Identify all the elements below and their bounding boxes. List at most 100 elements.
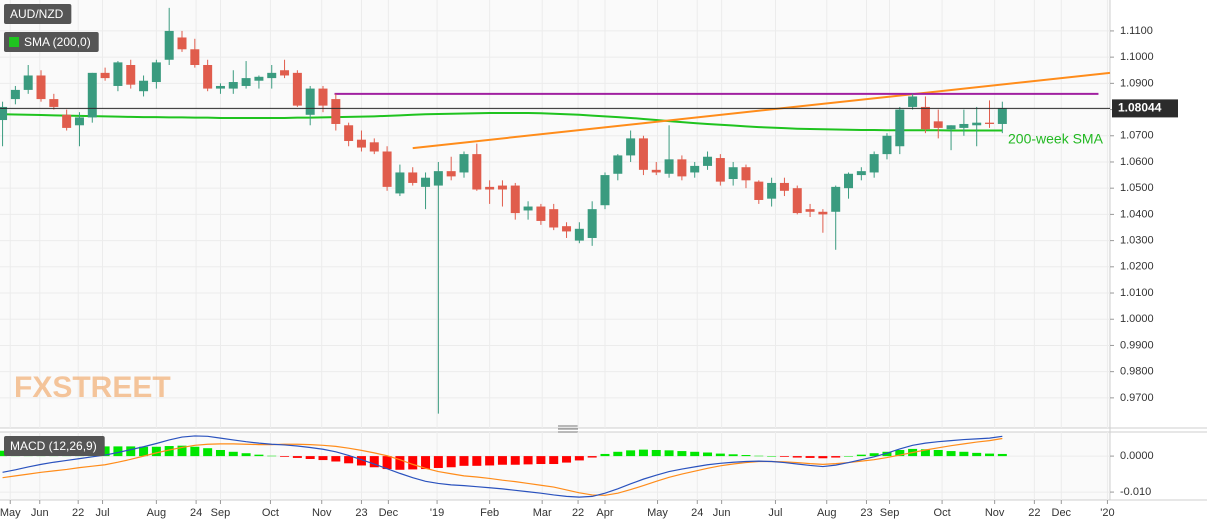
histogram-bar bbox=[421, 456, 431, 470]
histogram-bar bbox=[100, 446, 110, 457]
x-tick-label: '19 bbox=[430, 507, 444, 519]
candle-body bbox=[779, 182, 789, 191]
legend-box bbox=[4, 4, 72, 24]
histogram-bar bbox=[869, 453, 879, 457]
candle-body bbox=[331, 99, 341, 124]
candle-body bbox=[869, 154, 879, 173]
histogram-bar bbox=[344, 456, 354, 464]
histogram-bar bbox=[139, 446, 149, 457]
resize-handle[interactable] bbox=[558, 425, 578, 433]
x-tick-label: 23 bbox=[860, 507, 872, 519]
histogram-bar bbox=[779, 456, 789, 457]
histogram-bar bbox=[203, 448, 213, 457]
histogram-bar bbox=[920, 449, 930, 457]
histogram-bar bbox=[382, 456, 392, 470]
signal-line bbox=[2, 437, 1003, 496]
histogram-bar bbox=[856, 454, 866, 457]
candle-body bbox=[497, 185, 507, 190]
histogram-bar bbox=[472, 456, 482, 466]
histogram-bar bbox=[523, 456, 533, 465]
x-tick-label: 22 bbox=[572, 507, 584, 519]
x-tick-label: Oct bbox=[262, 507, 279, 519]
x-tick-label: Dec bbox=[379, 507, 399, 519]
candle-body bbox=[805, 209, 815, 212]
histogram-bar bbox=[728, 454, 738, 457]
macd-line bbox=[2, 435, 1003, 498]
candle-body bbox=[677, 159, 687, 177]
candle-body bbox=[433, 171, 443, 186]
histogram-bar bbox=[626, 450, 636, 457]
histogram-bar bbox=[574, 456, 584, 461]
legend-label: MACD (12,26,9) bbox=[10, 439, 97, 453]
histogram-bar bbox=[805, 456, 815, 458]
x-tick-label: May bbox=[0, 507, 21, 519]
y-tick-label: 1.0100 bbox=[1120, 287, 1154, 299]
candle-body bbox=[536, 206, 546, 221]
histogram-bar bbox=[267, 455, 277, 457]
x-tick-label: 22 bbox=[1028, 507, 1040, 519]
candle-body bbox=[703, 156, 713, 166]
y-tick-label: 1.1100 bbox=[1120, 25, 1153, 37]
candle-body bbox=[446, 171, 456, 177]
candle-body bbox=[626, 138, 636, 156]
histogram-bar bbox=[587, 456, 597, 458]
y-tick-label: 0.9900 bbox=[1120, 339, 1154, 351]
candle-body bbox=[574, 228, 584, 241]
x-tick-label: Mar bbox=[533, 507, 552, 519]
candle-body bbox=[651, 169, 661, 173]
candle-body bbox=[613, 155, 623, 174]
x-tick-label: Aug bbox=[147, 507, 167, 519]
histogram-bar bbox=[433, 456, 443, 468]
candle-body bbox=[485, 186, 495, 190]
histogram-bar bbox=[549, 456, 559, 465]
candle-body bbox=[856, 171, 866, 176]
x-tick-label: Sep bbox=[880, 507, 900, 519]
histogram-bar bbox=[844, 456, 854, 457]
candle-body bbox=[23, 75, 33, 90]
candle-body bbox=[369, 142, 379, 152]
histogram-bar bbox=[151, 446, 161, 457]
candle-body bbox=[49, 99, 59, 107]
candle-body bbox=[933, 121, 943, 128]
histogram-bar bbox=[228, 451, 238, 457]
candle-body bbox=[959, 123, 969, 128]
histogram-bar bbox=[485, 456, 495, 466]
candle-body bbox=[664, 159, 674, 174]
histogram-bar bbox=[664, 450, 674, 457]
y-tick-label: 1.0400 bbox=[1120, 208, 1154, 220]
candle-body bbox=[741, 167, 751, 181]
candle-body bbox=[177, 37, 187, 50]
histogram-bar bbox=[177, 445, 187, 457]
histogram-bar bbox=[792, 456, 802, 458]
histogram-bar bbox=[818, 456, 828, 459]
legend-label: AUD/NZD bbox=[10, 7, 64, 21]
candle-body bbox=[510, 185, 520, 214]
histogram-bar bbox=[767, 456, 777, 457]
candle-body bbox=[190, 49, 200, 65]
candle-body bbox=[305, 88, 315, 115]
candle-body bbox=[87, 72, 97, 118]
histogram-bar bbox=[164, 446, 174, 457]
histogram-bar bbox=[305, 456, 315, 459]
candle-body bbox=[395, 172, 405, 194]
candle-body bbox=[254, 76, 264, 81]
histogram-bar bbox=[331, 456, 341, 462]
histogram-bar bbox=[241, 453, 251, 457]
candle-body bbox=[523, 206, 533, 211]
x-tick-label: Sep bbox=[211, 507, 231, 519]
candle-body bbox=[600, 175, 610, 206]
y-tick-label: 1.0700 bbox=[1120, 130, 1154, 142]
y-tick-label: -0.010 bbox=[1120, 486, 1151, 498]
histogram-bar bbox=[831, 456, 841, 458]
candle-body bbox=[267, 72, 277, 79]
candle-body bbox=[997, 108, 1007, 124]
histogram-bar bbox=[113, 446, 123, 457]
histogram-bar bbox=[126, 446, 136, 457]
histogram-bar bbox=[292, 456, 302, 458]
histogram-bar bbox=[959, 451, 969, 457]
x-tick-label: Oct bbox=[934, 507, 951, 519]
candle-body bbox=[126, 64, 136, 85]
candle-body bbox=[472, 154, 482, 190]
candle-body bbox=[215, 85, 225, 89]
y-tick-label: 1.0000 bbox=[1120, 313, 1154, 325]
